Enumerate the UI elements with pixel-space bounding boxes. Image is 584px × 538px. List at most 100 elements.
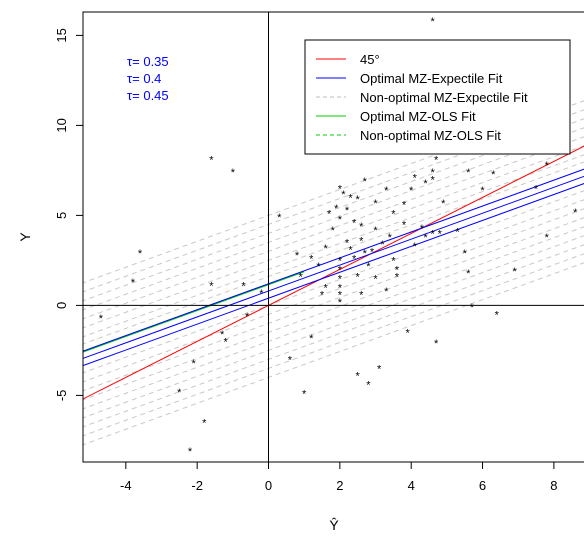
data-point-63: * [402,219,407,231]
data-point-92: * [384,286,389,298]
data-point-0: * [430,16,435,28]
legend-label-4: Non-optimal MZ-OLS Fit [360,128,501,143]
fit-line-non-optimal-mz-expectile-fit-1 [83,253,584,437]
data-point-60: * [388,232,393,244]
data-point-70: * [423,178,428,190]
data-point-74: * [420,223,425,235]
data-point-43: * [338,255,343,267]
data-point-55: * [363,248,368,260]
data-point-27: * [295,250,300,262]
fit-lines [83,100,584,446]
data-point-79: * [455,227,460,239]
data-point-50: * [345,237,350,249]
legend-label-3: Optimal MZ-OLS Fit [360,109,476,124]
x-tick-label: 0 [265,478,272,493]
fit-line-non-optimal-mz-expectile-fit-11 [83,145,584,329]
data-point-97: * [513,266,518,278]
data-point-82: * [466,167,471,179]
data-point-16: * [191,358,196,370]
data-point-45: * [338,273,343,285]
data-point-69: * [413,173,418,185]
fit-line-non-optimal-mz-expectile-fit-5 [83,217,584,401]
x-tick-label: -2 [191,478,203,493]
tau-label-1: τ= 0.4 [127,71,161,86]
data-point-64: * [391,209,396,221]
data-point-33: * [334,203,339,215]
data-point-72: * [430,167,435,179]
legend: 45° Optimal MZ-Expectile Fit Non-optimal M… [304,39,571,155]
data-point-3: * [573,207,578,219]
x-axis: -4 -2 0 2 4 6 8 [120,462,558,493]
data-point-32: * [331,225,336,237]
data-point-81: * [466,268,471,280]
data-point-59: * [381,239,386,251]
data-point-25: * [320,290,325,302]
data-point-9: * [131,277,136,289]
data-point-34: * [338,183,343,195]
data-point-80: * [463,248,468,260]
x-tick-label: -4 [120,478,132,493]
tau-label-0: τ= 0.35 [127,54,169,69]
fit-line-non-optimal-mz-expectile-fit-15 [83,109,584,293]
data-point-44: * [338,264,343,276]
tau-labels: τ= 0.35 τ= 0.4 τ= 0.45 [127,54,169,103]
data-point-83: * [480,185,485,197]
data-point-7: * [231,167,236,179]
data-point-30: * [323,243,328,255]
fit-line-non-optimal-mz-expectile-fit-0 [83,262,584,446]
fit-line-non-optimal-mz-expectile-fit-13 [83,127,584,311]
data-point-76: * [430,228,435,240]
data-point-28: * [309,254,314,266]
data-point-94: * [395,264,400,276]
data-point-73: * [434,155,439,167]
data-point-19: * [188,446,193,458]
y-tick-label: 15 [54,28,69,42]
fit-line-non-optimal-mz-expectile-fit-16 [83,100,584,284]
fit-line-non-optimal-mz-expectile-fit-10 [83,154,584,338]
x-tick-label: 8 [550,478,557,493]
data-point-90: * [356,371,361,383]
data-point-52: * [352,254,357,266]
data-point-65: * [373,198,378,210]
data-point-53: * [356,272,361,284]
fit-line-non-optimal-mz-expectile-fit-3 [83,235,584,419]
data-point-1: * [545,160,550,172]
data-point-8: * [138,248,143,260]
fit-line-non-optimal-mz-expectile-fit-9 [83,161,584,345]
tau-label-2: τ= 0.45 [127,88,169,103]
data-point-78: * [441,198,446,210]
data-point-14: * [220,329,225,341]
legend-box [304,39,571,155]
data-point-54: * [359,236,364,248]
data-point-95: * [413,241,418,253]
data-point-13: * [245,311,250,323]
data-point-29: * [316,261,321,273]
data-point-77: * [438,228,443,240]
data-point-68: * [402,200,407,212]
data-point-36: * [341,189,346,201]
data-point-47: * [338,290,343,302]
data-point-84: * [491,169,496,181]
data-point-4: * [545,232,550,244]
data-point-12: * [259,288,264,300]
legend-label-0: 45° [360,52,380,67]
fit-line-optimal-mz-expectile-fit-1 [83,175,584,359]
data-point-61: * [391,255,396,267]
x-tick-label: 6 [479,478,486,493]
fit-line-45--0 [83,145,584,400]
legend-label-1: Optimal MZ-Expectile Fit [360,71,503,86]
fit-line-non-optimal-mz-expectile-fit-4 [83,226,584,410]
data-point-62: * [395,272,400,284]
fit-line-non-optimal-mz-expectile-fit-12 [83,136,584,320]
data-point-85: * [470,302,475,314]
data-point-15: * [224,336,229,348]
data-point-86: * [434,338,439,350]
data-point-6: * [209,155,214,167]
y-tick-label: -5 [54,390,69,402]
y-axis: -5 0 5 10 15 [54,28,83,401]
data-point-22: * [288,354,293,366]
legend-label-2: Non-optimal MZ-Expectile Fit [360,90,528,105]
data-point-56: * [366,261,371,273]
plot-frame [82,11,584,463]
